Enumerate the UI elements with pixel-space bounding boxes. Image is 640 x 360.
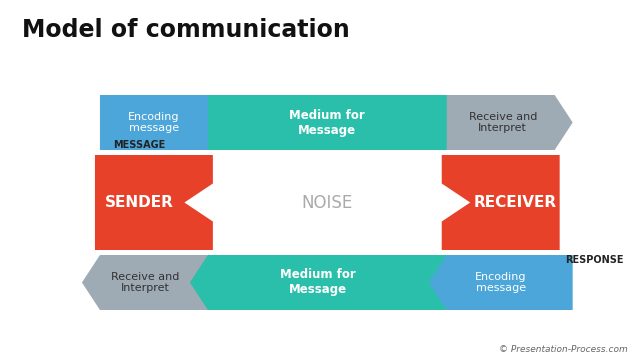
Polygon shape	[208, 95, 465, 150]
Text: NOISE: NOISE	[301, 194, 353, 212]
Text: Encoding
message: Encoding message	[475, 272, 527, 293]
Polygon shape	[100, 95, 226, 150]
Text: RESPONSE: RESPONSE	[564, 255, 623, 265]
Polygon shape	[447, 95, 573, 150]
Polygon shape	[429, 255, 573, 310]
Text: Encoding
message: Encoding message	[128, 112, 180, 133]
Text: SENDER: SENDER	[105, 195, 174, 210]
Text: © Presentation-Process.com: © Presentation-Process.com	[499, 345, 628, 354]
Text: MESSAGE: MESSAGE	[113, 140, 165, 150]
Polygon shape	[182, 95, 472, 310]
Text: Receive and
Interpret: Receive and Interpret	[468, 112, 537, 133]
Polygon shape	[95, 155, 213, 250]
Text: RECEIVER: RECEIVER	[474, 195, 557, 210]
Text: Receive and
Interpret: Receive and Interpret	[111, 272, 179, 293]
Text: Medium for
Message: Medium for Message	[289, 108, 365, 136]
Text: Model of communication: Model of communication	[22, 18, 349, 42]
Polygon shape	[442, 155, 559, 250]
Polygon shape	[82, 255, 208, 310]
Text: Medium for
Message: Medium for Message	[280, 269, 356, 297]
Polygon shape	[182, 150, 472, 255]
Polygon shape	[190, 255, 447, 310]
